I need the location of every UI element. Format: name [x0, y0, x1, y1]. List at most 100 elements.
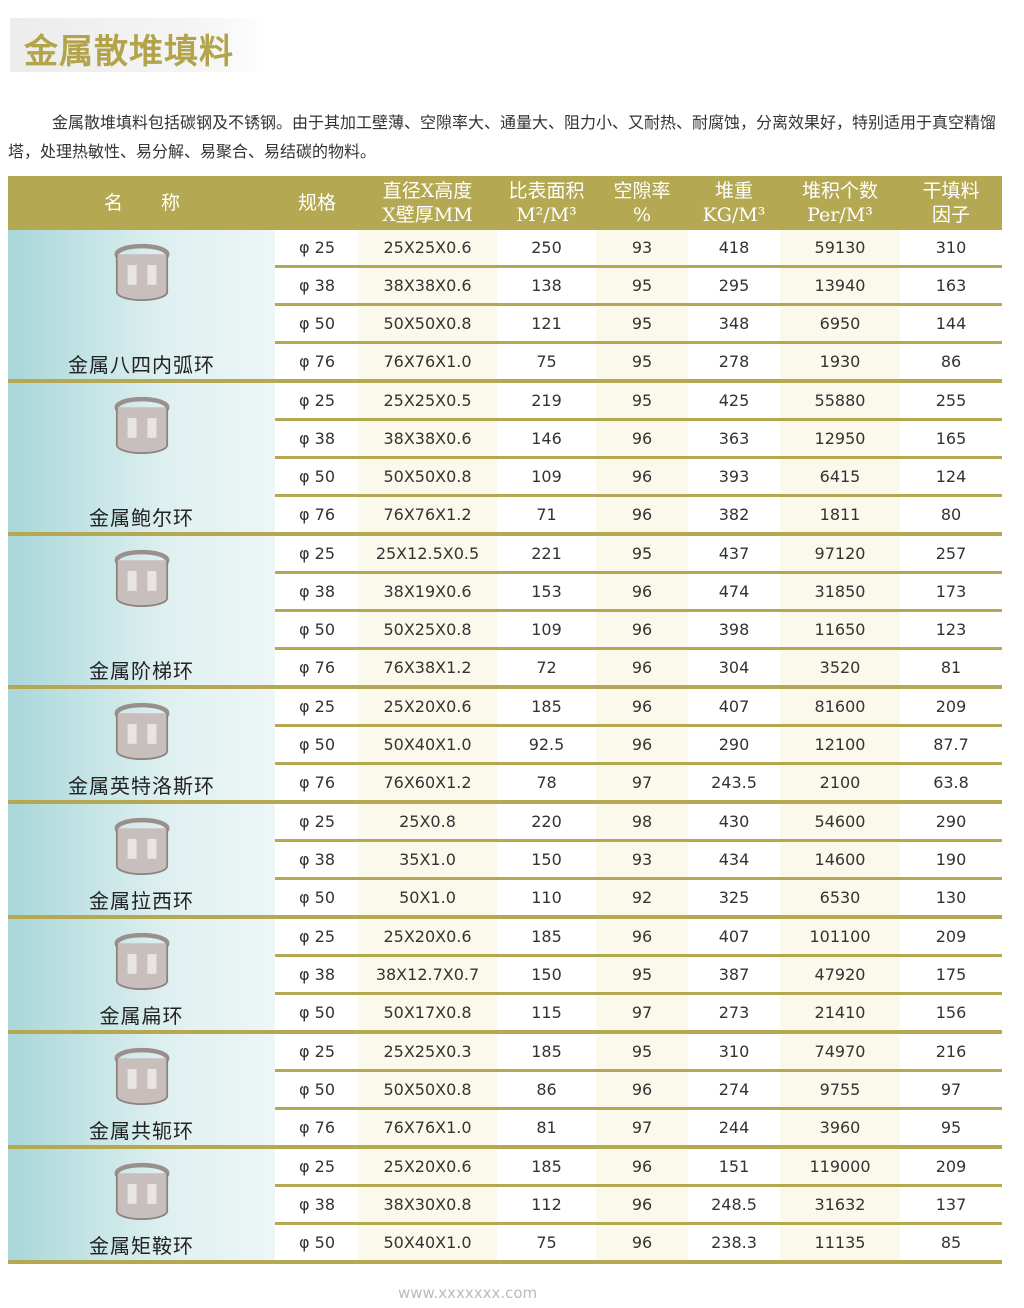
table-row: φ 50 50X17X0.8 115 97 273 21410 156 — [8, 993, 1002, 1034]
column-header: 规格 — [276, 176, 358, 230]
table-cell: 248.5 — [688, 1185, 780, 1225]
table-header: 名 称规格 直径X高度 X壁厚MM 比表面积 M²/M³ 空隙率 % 堆重 KG/M³ 堆… — [8, 176, 1002, 230]
table-cell: 76X76X1.0 — [358, 1108, 497, 1149]
table-cell: 96 — [596, 495, 688, 536]
table-cell: φ 25 — [276, 381, 358, 421]
table-cell: 21410 — [780, 993, 900, 1034]
table-cell: 109 — [497, 610, 596, 650]
column-header: 堆重 KG/M³ — [688, 176, 780, 230]
table-row: φ 38 38X38X0.6 146 96 363 12950 165 — [8, 419, 1002, 459]
packing-ring-image — [106, 544, 178, 620]
table-row: φ 76 76X60X1.2 78 97 243.5 2100 63.8 — [8, 763, 1002, 804]
table-row: 金属共轭环 φ 25 25X25X0.3 185 95 310 74970 216 — [8, 1032, 1002, 1149]
table-cell: 95 — [596, 381, 688, 421]
table-cell: 95 — [596, 1032, 688, 1072]
watermark: www.xxxxxxx.com — [398, 1284, 538, 1302]
table-cell: φ 38 — [276, 572, 358, 612]
table-cell: 93 — [596, 230, 688, 268]
table-cell: 96 — [596, 419, 688, 459]
table-cell: 95 — [596, 534, 688, 574]
table-cell: φ 38 — [276, 955, 358, 995]
table-cell: 35X1.0 — [358, 840, 497, 880]
table-cell: 243.5 — [688, 763, 780, 804]
table-cell: 25X25X0.6 — [358, 230, 497, 268]
table-cell: 96 — [596, 572, 688, 612]
table-cell: φ 25 — [276, 917, 358, 957]
table-cell: φ 38 — [276, 266, 358, 306]
table-cell: 95 — [900, 1108, 1002, 1149]
table-cell: 387 — [688, 955, 780, 995]
table-cell: 363 — [688, 419, 780, 459]
table-cell: 278 — [688, 342, 780, 383]
table-cell: 216 — [900, 1032, 1002, 1072]
table-cell: 81600 — [780, 687, 900, 727]
table-cell: 274 — [688, 1070, 780, 1110]
table-row: φ 50 50X50X0.8 86 96 274 9755 97 — [8, 1070, 1002, 1110]
table-cell: 96 — [596, 1223, 688, 1264]
table-cell: φ 50 — [276, 1070, 358, 1110]
table-cell: 185 — [497, 917, 596, 957]
table-row: φ 50 50X50X0.8 109 96 393 6415 124 — [8, 457, 1002, 497]
table-cell: 437 — [688, 534, 780, 574]
table-cell: 434 — [688, 840, 780, 880]
table-row: φ 38 38X38X0.6 138 95 295 13940 163 — [8, 266, 1002, 306]
table-cell: 50X17X0.8 — [358, 993, 497, 1034]
table-cell: 185 — [497, 687, 596, 727]
table-cell: 81 — [900, 648, 1002, 689]
table-cell: 238.3 — [688, 1223, 780, 1264]
table-cell: 92.5 — [497, 725, 596, 765]
table-cell: 13940 — [780, 266, 900, 306]
table-cell: 130 — [900, 878, 1002, 919]
table-cell: 96 — [596, 1147, 688, 1187]
table-cell: 220 — [497, 802, 596, 842]
table-cell: 398 — [688, 610, 780, 650]
table-cell: 112 — [497, 1185, 596, 1225]
table-cell: 115 — [497, 993, 596, 1034]
product-name: 金属英特洛斯环 — [68, 774, 215, 798]
table-cell: 138 — [497, 266, 596, 306]
table-cell: 97120 — [780, 534, 900, 574]
table-cell: 50X50X0.8 — [358, 304, 497, 344]
table-cell: 219 — [497, 381, 596, 421]
product-cell: 金属英特洛斯环 — [8, 687, 277, 804]
table-cell: φ 25 — [276, 802, 358, 842]
table-cell: 71 — [497, 495, 596, 536]
table-cell: 418 — [688, 230, 780, 268]
table-cell: φ 50 — [276, 304, 358, 344]
table-cell: 25X20X0.6 — [358, 687, 497, 727]
table-cell: 110 — [497, 878, 596, 919]
table-cell: φ 76 — [276, 1108, 358, 1149]
product-name: 金属阶梯环 — [89, 659, 194, 683]
product-cell: 金属扁环 — [8, 917, 277, 1034]
table-cell: 175 — [900, 955, 1002, 995]
table-cell: 50X50X0.8 — [358, 457, 497, 497]
packing-ring-image — [106, 391, 178, 467]
table-cell: 430 — [688, 802, 780, 842]
table-cell: 96 — [596, 610, 688, 650]
table-cell: 257 — [900, 534, 1002, 574]
table-cell: 12100 — [780, 725, 900, 765]
table-cell: 2100 — [780, 763, 900, 804]
title-background — [10, 18, 268, 72]
column-header: 名 称 — [8, 176, 276, 230]
table-cell: 165 — [900, 419, 1002, 459]
table-cell: 38X38X0.6 — [358, 419, 497, 459]
table-cell: 96 — [596, 648, 688, 689]
table-cell: 38X38X0.6 — [358, 266, 497, 306]
table-cell: 95 — [596, 955, 688, 995]
product-name: 金属拉西环 — [89, 889, 194, 913]
table-row: φ 38 38X19X0.6 153 96 474 31850 173 — [8, 572, 1002, 612]
table-cell: 1811 — [780, 495, 900, 536]
table-row: 金属英特洛斯环 φ 25 25X20X0.6 185 96 407 81600 209 — [8, 687, 1002, 804]
table-cell: 96 — [596, 687, 688, 727]
column-header: 堆积个数 Per/M³ — [780, 176, 900, 230]
table-cell: 209 — [900, 917, 1002, 957]
table-cell: φ 76 — [276, 763, 358, 804]
table-cell: 76X38X1.2 — [358, 648, 497, 689]
table-cell: 325 — [688, 878, 780, 919]
table-cell: φ 76 — [276, 342, 358, 383]
product-cell: 金属鲍尔环 — [8, 381, 277, 536]
table-cell: φ 25 — [276, 230, 358, 268]
table-cell: 95 — [596, 266, 688, 306]
table-cell: 96 — [596, 725, 688, 765]
